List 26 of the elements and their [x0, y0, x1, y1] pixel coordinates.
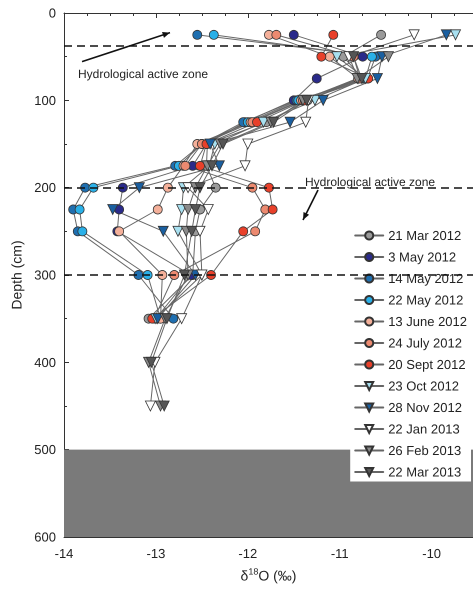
legend-label: 22 Mar 2013 — [388, 464, 462, 480]
y-tick-label: 500 — [34, 442, 56, 458]
x-tick-label: -12 — [238, 546, 258, 561]
legend-label: 24 July 2012 — [388, 336, 462, 350]
annotation: Hydrological active zone — [78, 67, 208, 81]
x-tick-label: -11 — [330, 546, 349, 561]
x-tick-label: -13 — [146, 546, 166, 561]
legend-label: 21 Mar 2012 — [388, 228, 462, 243]
legend-label: 3 May 2012 — [388, 250, 456, 264]
y-tick-label: 100 — [34, 92, 56, 108]
y-tick-label: 200 — [34, 180, 56, 196]
legend-label: 26 Feb 2013 — [388, 443, 462, 458]
y-tick-label: 600 — [34, 530, 56, 544]
y-tick-label: 0 — [48, 6, 56, 20]
annotation: Hydrological active zone — [305, 175, 436, 189]
y-axis-title: Depth (cm) — [8, 240, 24, 310]
legend-label: 23 Oct 2012 — [388, 378, 460, 394]
x-tick-label: -10 — [422, 546, 442, 561]
y-tick-label: 300 — [34, 268, 56, 282]
legend-label: 28 Nov 2012 — [388, 400, 462, 415]
y-tick-label: 400 — [34, 354, 56, 370]
legend-label: 20 Sept 2012 — [388, 357, 466, 372]
legend-label: 22 May 2012 — [388, 292, 464, 308]
legend-label: 13 June 2012 — [388, 314, 468, 329]
legend-label: 22 Jan 2013 — [388, 422, 460, 436]
x-tick-label: -14 — [54, 546, 74, 561]
